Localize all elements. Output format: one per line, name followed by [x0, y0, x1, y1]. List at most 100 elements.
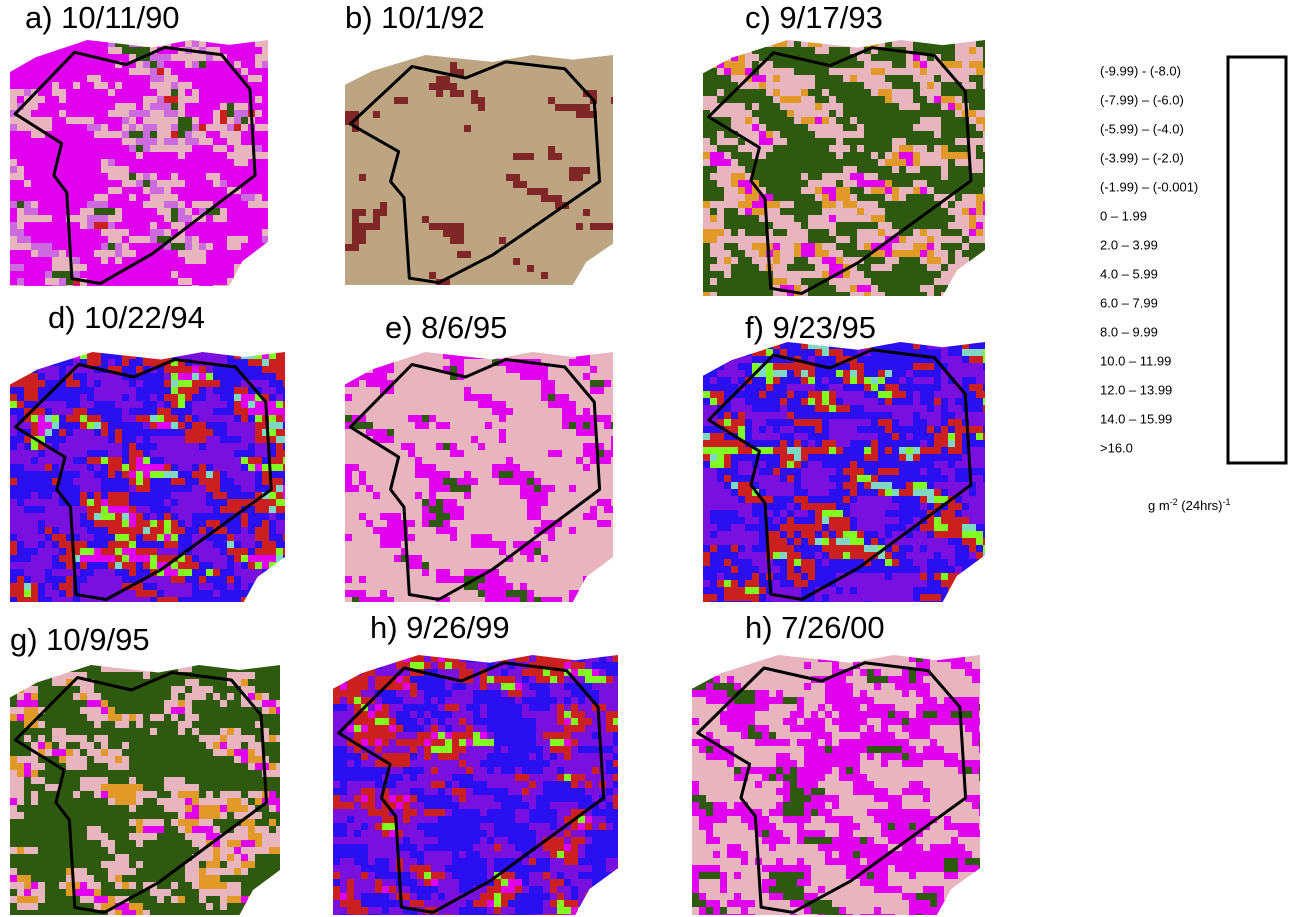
map-cell — [941, 180, 948, 187]
map-cell — [829, 236, 836, 243]
map-cell — [443, 251, 450, 258]
map-cell — [780, 124, 787, 131]
map-cell — [892, 54, 899, 61]
map-cell — [234, 103, 241, 110]
map-cell — [73, 166, 80, 173]
map-cell — [213, 131, 220, 138]
map-cell — [422, 132, 429, 139]
map-cell — [38, 117, 45, 124]
map-cell — [815, 96, 822, 103]
map-cell — [220, 243, 227, 250]
map-cell — [94, 229, 101, 236]
map-cell — [366, 76, 373, 83]
map-cell — [899, 152, 906, 159]
map-cell — [590, 55, 597, 62]
map-cell — [969, 61, 976, 68]
map-cell — [604, 139, 611, 146]
map-cell — [794, 243, 801, 250]
map-cell — [185, 145, 192, 152]
map-cell — [436, 90, 443, 97]
map-cell — [808, 96, 815, 103]
map-cell — [380, 216, 387, 223]
map-cell — [541, 202, 548, 209]
map-cell — [983, 82, 990, 89]
map-cell — [345, 111, 352, 118]
map-cell — [59, 229, 66, 236]
map-cell — [24, 257, 31, 264]
map-cell — [766, 138, 773, 145]
map-cell — [164, 145, 171, 152]
map-cell — [59, 387, 66, 394]
map-cell — [227, 173, 234, 180]
map-cell — [185, 422, 192, 429]
map-cell — [983, 201, 990, 208]
map-cell — [948, 82, 955, 89]
map-cell — [234, 450, 241, 457]
map-cell — [24, 236, 31, 243]
map-cell — [94, 485, 101, 492]
map-cell — [850, 222, 857, 229]
map-cell — [597, 244, 604, 251]
map-cell — [885, 187, 892, 194]
map-cell — [478, 216, 485, 223]
map-cell — [66, 159, 73, 166]
map-cell — [422, 111, 429, 118]
map-cell — [752, 110, 759, 117]
map-cell — [80, 236, 87, 243]
map-cell — [227, 408, 234, 415]
map-cell — [164, 159, 171, 166]
map-cell — [773, 278, 780, 285]
map-cell — [429, 97, 436, 104]
map-cell — [499, 146, 506, 153]
map-cell — [241, 243, 248, 250]
map-cell — [122, 89, 129, 96]
map-cell — [436, 272, 443, 279]
map-cell — [892, 159, 899, 166]
map-cell — [962, 229, 969, 236]
map-cell — [122, 187, 129, 194]
map-cell — [906, 229, 913, 236]
map-cell — [597, 118, 604, 125]
map-cell — [569, 174, 576, 181]
map-cell — [829, 187, 836, 194]
map-cell — [136, 138, 143, 145]
map-cell — [115, 450, 122, 457]
map-cell — [513, 125, 520, 132]
map-cell — [464, 83, 471, 90]
map-cell — [829, 229, 836, 236]
map-cell — [822, 180, 829, 187]
map-cell — [136, 40, 143, 47]
map-cell — [17, 457, 24, 464]
map-cell — [80, 103, 87, 110]
map-cell — [548, 279, 555, 286]
map-cell — [373, 230, 380, 237]
map-cell — [885, 145, 892, 152]
map-cell — [373, 181, 380, 188]
map-cell — [150, 236, 157, 243]
map-cell — [878, 278, 885, 285]
map-cell — [220, 117, 227, 124]
map-cell — [415, 265, 422, 272]
map-cell — [941, 96, 948, 103]
map-cell — [955, 236, 962, 243]
map-cell — [885, 215, 892, 222]
map-cell — [962, 61, 969, 68]
map-cell — [611, 97, 618, 104]
map-cell — [150, 415, 157, 422]
map-cell — [976, 243, 983, 250]
map-cell — [759, 257, 766, 264]
map-cell — [506, 167, 513, 174]
map-cell — [415, 202, 422, 209]
map-cell — [38, 415, 45, 422]
map-cell — [948, 243, 955, 250]
map-cell — [962, 215, 969, 222]
map-cell — [934, 278, 941, 285]
map-cell — [206, 194, 213, 201]
map-cell — [731, 264, 738, 271]
map-cell — [171, 415, 178, 422]
map-cell — [248, 457, 255, 464]
map-cell — [590, 223, 597, 230]
map-cell — [969, 96, 976, 103]
map-cell — [108, 124, 115, 131]
map-cell — [129, 436, 136, 443]
